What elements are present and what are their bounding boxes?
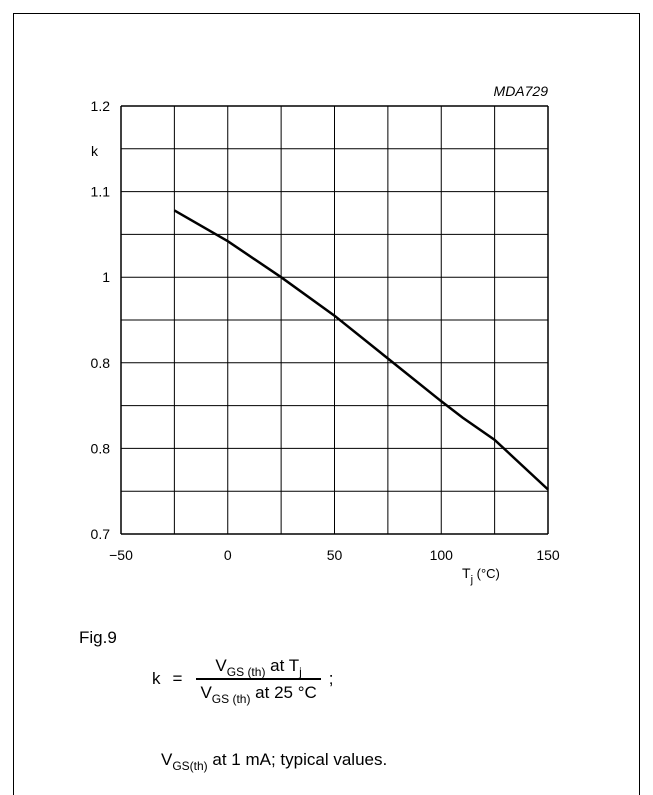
figure-frame	[13, 13, 640, 795]
x-tick-labels: −50 0 50 100 150	[109, 547, 560, 563]
x-tick-label: −50	[109, 547, 133, 563]
formula-numerator: VGS (th) at Tj	[215, 656, 302, 679]
formula-k: k	[152, 669, 161, 689]
formula-denominator: VGS (th) at 25 °C	[200, 682, 317, 706]
formula-fraction: VGS (th) at Tj VGS (th) at 25 °C	[196, 656, 321, 706]
fraction-bar	[196, 678, 321, 680]
conditions-note: VGS(th) at 1 mA; typical values.	[161, 750, 388, 773]
y-tick-label: 1.2	[91, 98, 111, 114]
formula-semicolon: ;	[328, 669, 334, 689]
y-axis-label: k	[91, 143, 99, 159]
x-tick-label: 0	[224, 547, 232, 563]
y-tick-label: 0.7	[91, 526, 111, 542]
x-tick-label: 150	[536, 547, 560, 563]
grid-lines	[120, 105, 549, 535]
y-tick-label: 1	[102, 269, 110, 285]
x-axis-label-main: T	[462, 565, 471, 581]
x-axis-label-sub: j	[470, 574, 473, 586]
formula-equals: =	[172, 669, 183, 689]
x-axis-label-unit: (°C)	[473, 566, 500, 581]
x-axis-label: Tj (°C)	[462, 565, 500, 586]
x-tick-label: 100	[430, 547, 454, 563]
y-tick-label: 0.8	[91, 355, 111, 371]
y-tick-labels: 1.2 1.1 1 0.8 0.8 0.7	[91, 98, 111, 542]
chart-code: MDA729	[494, 83, 549, 99]
y-tick-label: 0.8	[91, 440, 111, 456]
figure-number: Fig.9	[79, 628, 117, 647]
k-curve	[173, 209, 549, 491]
k-formula: k = VGS (th) at Tj VGS (th) at 25 °C ;	[152, 656, 334, 706]
y-tick-label: 1.1	[91, 184, 111, 200]
x-tick-label: 50	[327, 547, 343, 563]
